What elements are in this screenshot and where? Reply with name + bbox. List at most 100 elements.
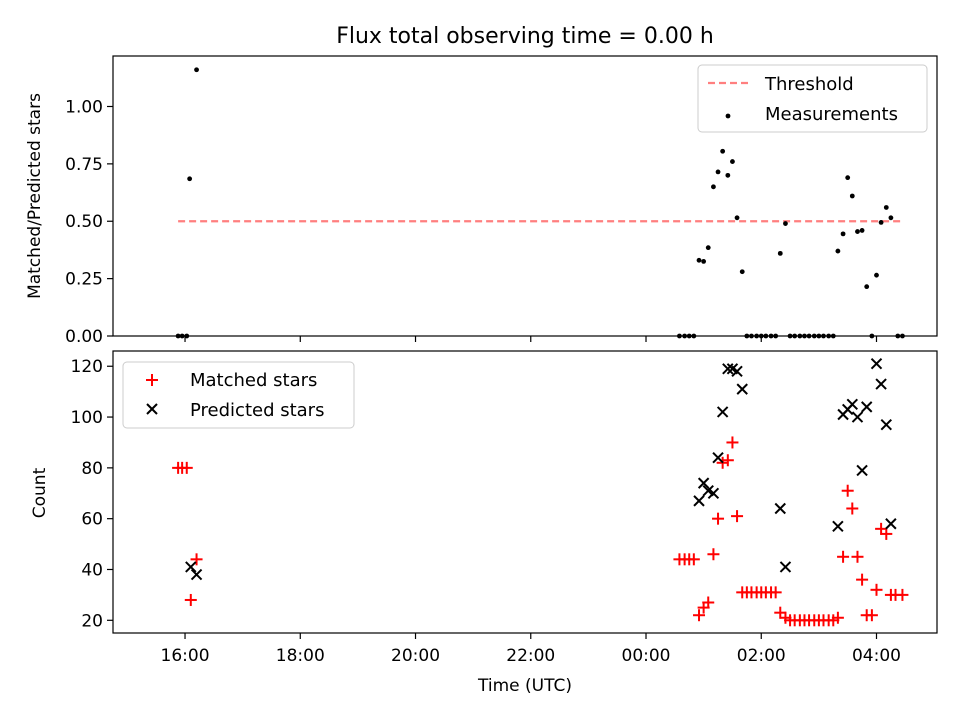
measurement-point xyxy=(701,259,707,264)
bottom-x-axis: 16:00 18:00 20:00 22:00 00:00 02:00 04:00 xyxy=(161,633,901,666)
top-plot-content xyxy=(175,67,905,339)
measurement-point xyxy=(730,159,735,164)
predicted-star-marker xyxy=(722,363,734,375)
matched-star-marker xyxy=(190,553,203,566)
top-y-tick-label: 0.00 xyxy=(65,327,103,347)
bottom-y-tick-label: 120 xyxy=(71,357,103,377)
predicted-star-marker xyxy=(846,398,859,411)
top-x-ticks xyxy=(184,336,878,342)
predicted-star-marker xyxy=(712,451,724,464)
measurement-point xyxy=(705,245,711,251)
measurement-point xyxy=(855,229,860,234)
bottom-y-tick-label: 100 xyxy=(71,408,103,428)
top-y-tick-label: 0.25 xyxy=(65,270,103,290)
measurement-point xyxy=(777,250,783,256)
measurement-point xyxy=(783,221,788,226)
predicted-star-marker xyxy=(885,518,897,530)
matched-star-marker xyxy=(870,583,883,596)
top-panel: 0.00 0.25 0.50 0.75 1.00 Matched/Predicted s… xyxy=(25,55,938,347)
chart-title: Flux total observing time = 0.00 h xyxy=(336,24,714,49)
x-tick-label: 22:00 xyxy=(506,646,555,666)
measurement-point xyxy=(849,193,855,199)
measurement-point xyxy=(720,148,726,154)
top-y-tick-label: 0.50 xyxy=(65,212,103,232)
predicted-star-marker xyxy=(860,401,873,413)
measurement-point xyxy=(840,231,846,237)
predicted-star-marker xyxy=(779,561,792,573)
top-y-tick-label: 1.00 xyxy=(65,97,103,117)
bottom-axes-frame xyxy=(112,350,938,634)
x-tick-label: 20:00 xyxy=(391,646,440,666)
measurement-point xyxy=(845,175,851,181)
bottom-legend-box xyxy=(122,361,355,429)
matched-star-marker xyxy=(880,527,893,540)
measurement-point xyxy=(739,269,745,275)
legend-measurements-label: Measurements xyxy=(765,104,898,125)
predicted-star-marker xyxy=(707,487,720,499)
predicted-star-marker xyxy=(697,477,710,489)
matched-star-marker xyxy=(856,573,869,586)
measurement-point xyxy=(878,219,884,225)
matched-star-marker xyxy=(846,502,859,515)
measurement-point xyxy=(864,284,870,290)
top-y-tick-label: 0.75 xyxy=(65,155,103,175)
measurement-point xyxy=(711,184,716,190)
predicted-star-marker xyxy=(736,383,748,395)
matched-star-marker xyxy=(712,512,725,525)
legend-matched-swatch xyxy=(146,374,158,386)
top-legend: Threshold Measurements xyxy=(697,64,928,133)
measurement-point xyxy=(874,272,879,278)
predicted-star-marker xyxy=(693,495,705,507)
x-tick-label: 00:00 xyxy=(622,646,671,666)
top-legend-box xyxy=(697,64,928,133)
matched-star-marker xyxy=(851,550,864,563)
matched-star-marker xyxy=(707,548,720,561)
x-axis-label: Time (UTC) xyxy=(477,676,572,696)
measurement-point xyxy=(715,169,721,175)
x-tick-label: 18:00 xyxy=(276,646,325,666)
legend-predicted-label: Predicted stars xyxy=(190,400,324,421)
predicted-star-marker xyxy=(185,561,197,573)
matched-star-marker xyxy=(774,606,787,619)
predicted-star-marker xyxy=(774,502,786,515)
x-tick-label: 16:00 xyxy=(161,646,210,666)
legend-matched-label: Matched stars xyxy=(190,370,317,391)
bottom-y-tick-label: 20 xyxy=(81,611,103,631)
bottom-y-tick-label: 80 xyxy=(81,459,103,479)
bottom-plot-content xyxy=(172,357,909,627)
bottom-y-axis: 20 40 60 80 100 120 xyxy=(71,357,113,631)
legend-threshold-label: Threshold xyxy=(764,74,854,95)
predicted-star-marker xyxy=(851,411,864,423)
predicted-star-marker xyxy=(190,568,203,581)
x-tick-label: 04:00 xyxy=(852,646,901,666)
measurement-point xyxy=(187,176,193,182)
matched-star-marker xyxy=(837,550,850,563)
matched-star-marker xyxy=(831,611,844,624)
matched-star-marker xyxy=(769,586,782,599)
legend-measurements-swatch xyxy=(725,113,731,119)
matched-star-marker xyxy=(702,596,715,609)
top-y-axis-label: Matched/Predicted stars xyxy=(25,93,45,299)
matched-star-marker xyxy=(180,461,193,474)
matched-star-marker xyxy=(184,593,197,606)
legend-predicted-swatch xyxy=(146,403,158,415)
bottom-y-tick-label: 60 xyxy=(81,510,103,530)
measurement-point xyxy=(859,228,865,233)
matched-star-marker xyxy=(731,510,744,523)
bottom-panel: 20 40 60 80 100 120 16:00 18:00 20:00 22:00 00:00… xyxy=(30,350,938,696)
measurement-point xyxy=(696,257,702,263)
bottom-y-axis-label: Count xyxy=(30,467,50,518)
matched-star-marker xyxy=(721,454,734,467)
x-tick-label: 02:00 xyxy=(737,646,786,666)
predicted-star-marker xyxy=(870,357,883,370)
top-axes-frame xyxy=(112,55,938,337)
matched-star-marker xyxy=(693,609,706,622)
matched-star-marker xyxy=(865,609,878,622)
matched-star-marker xyxy=(875,522,888,535)
matched-star-marker xyxy=(841,484,854,497)
matched-star-marker xyxy=(896,588,909,601)
measurement-point xyxy=(734,215,740,221)
predicted-star-marker xyxy=(880,418,892,431)
measurement-point xyxy=(194,67,199,73)
